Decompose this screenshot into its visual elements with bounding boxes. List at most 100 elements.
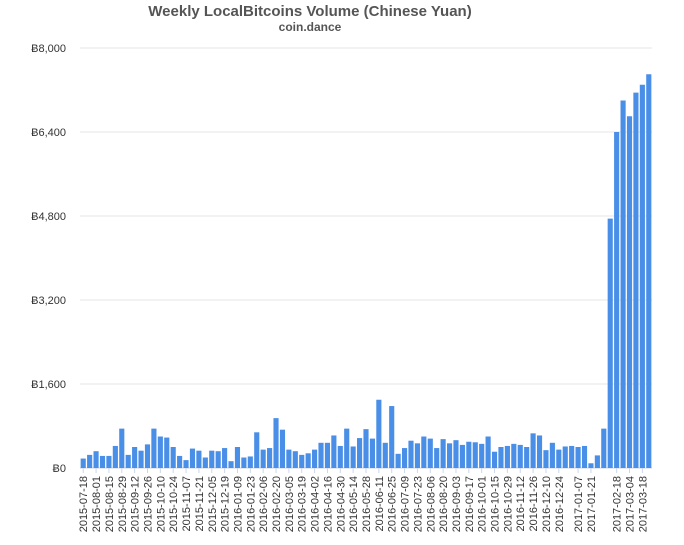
x-tick-label: 2015-07-18 xyxy=(78,476,90,532)
bar xyxy=(421,436,427,468)
bar xyxy=(241,457,247,468)
bar xyxy=(524,447,530,468)
bar xyxy=(209,450,215,468)
bar xyxy=(151,428,157,468)
x-tick-label: 2016-04-02 xyxy=(310,476,322,532)
bar xyxy=(292,451,298,468)
bar xyxy=(189,448,196,468)
bar xyxy=(318,442,324,468)
bar xyxy=(626,116,633,468)
y-tick-label: Ƀ8,000 xyxy=(31,43,66,55)
bar xyxy=(427,438,433,468)
x-tick-label: 2017-03-18 xyxy=(637,476,649,532)
bar xyxy=(517,444,523,468)
bar xyxy=(80,458,86,468)
y-tick-label: Ƀ0 xyxy=(53,463,66,475)
bar xyxy=(144,444,151,468)
y-tick-label: Ƀ3,200 xyxy=(31,295,66,307)
bar xyxy=(633,92,639,468)
x-tick-label: 2016-06-25 xyxy=(387,476,399,532)
x-tick-label: 2016-07-09 xyxy=(400,476,412,532)
bar xyxy=(299,454,305,468)
bar xyxy=(119,428,125,468)
bar xyxy=(434,448,440,468)
x-tick-label: 2016-01-09 xyxy=(232,476,244,532)
x-tick-label: 2016-09-17 xyxy=(464,476,476,532)
bar xyxy=(132,447,138,468)
chart-subtitle: coin.dance xyxy=(279,20,342,34)
x-tick-label: 2017-01-07 xyxy=(573,476,585,532)
bar xyxy=(389,406,395,468)
bar xyxy=(215,451,221,468)
y-tick-label: Ƀ6,400 xyxy=(31,127,66,139)
x-tick-label: 2016-10-29 xyxy=(502,476,514,532)
bar xyxy=(170,447,176,468)
bar xyxy=(549,442,555,468)
x-tick-label: 2016-12-10 xyxy=(541,476,553,532)
bar xyxy=(93,451,99,468)
bar xyxy=(491,451,498,468)
bar xyxy=(228,461,234,468)
bar xyxy=(620,100,626,468)
x-tick-label: 2016-08-20 xyxy=(438,476,450,532)
bar xyxy=(324,442,331,468)
bar xyxy=(581,445,588,468)
bar xyxy=(87,454,93,468)
bar xyxy=(177,455,183,468)
bar xyxy=(485,436,491,468)
x-tick-label: 2015-09-26 xyxy=(142,476,154,532)
bar xyxy=(466,441,472,468)
x-tick-label: 2016-05-14 xyxy=(348,476,360,532)
bar xyxy=(376,399,382,468)
bar xyxy=(279,429,286,468)
bar xyxy=(646,74,652,468)
bar xyxy=(446,443,453,468)
bar xyxy=(639,84,645,468)
x-tick-label: 2015-08-29 xyxy=(117,476,129,532)
bar xyxy=(607,218,613,468)
bar xyxy=(112,445,118,468)
bar xyxy=(267,448,273,468)
bar xyxy=(305,453,311,468)
x-tick-label: 2015-09-12 xyxy=(130,476,142,532)
bar xyxy=(99,455,106,468)
x-tick-label: 2016-02-06 xyxy=(258,476,270,532)
bar xyxy=(562,446,568,468)
bar xyxy=(357,438,363,468)
x-tick-label: 2015-12-05 xyxy=(207,476,219,532)
x-tick-label: 2016-11-26 xyxy=(528,476,540,531)
bar xyxy=(138,450,144,468)
bar xyxy=(350,446,356,468)
bar xyxy=(395,453,401,468)
bar xyxy=(234,447,241,468)
x-tick-label: 2015-10-24 xyxy=(168,476,180,532)
bar xyxy=(157,436,163,468)
x-tick-label: 2016-10-15 xyxy=(490,476,502,532)
x-tick-label: 2016-07-23 xyxy=(412,476,424,532)
bar xyxy=(337,445,343,468)
bar xyxy=(254,432,260,468)
bar xyxy=(556,449,562,468)
bar xyxy=(125,454,131,468)
bar xyxy=(511,443,517,468)
bar xyxy=(440,439,446,468)
x-tick-label: 2016-12-24 xyxy=(554,476,566,532)
x-tick-label: 2017-01-21 xyxy=(586,476,598,532)
bar xyxy=(601,428,607,468)
bar xyxy=(588,463,594,468)
x-tick-label: 2016-09-03 xyxy=(451,476,463,532)
x-tick-label: 2017-02-18 xyxy=(612,476,624,532)
bar xyxy=(286,449,292,468)
bar xyxy=(536,435,543,468)
bar xyxy=(504,445,510,468)
bar xyxy=(498,447,504,468)
x-tick-label: 2016-06-11 xyxy=(374,476,386,531)
x-tick-label: 2016-01-23 xyxy=(245,476,257,532)
bar xyxy=(369,438,375,468)
bar xyxy=(594,455,600,468)
bar xyxy=(183,460,189,468)
bar xyxy=(472,442,478,468)
bar xyxy=(331,435,337,468)
bar xyxy=(196,450,202,468)
bar xyxy=(202,457,208,468)
